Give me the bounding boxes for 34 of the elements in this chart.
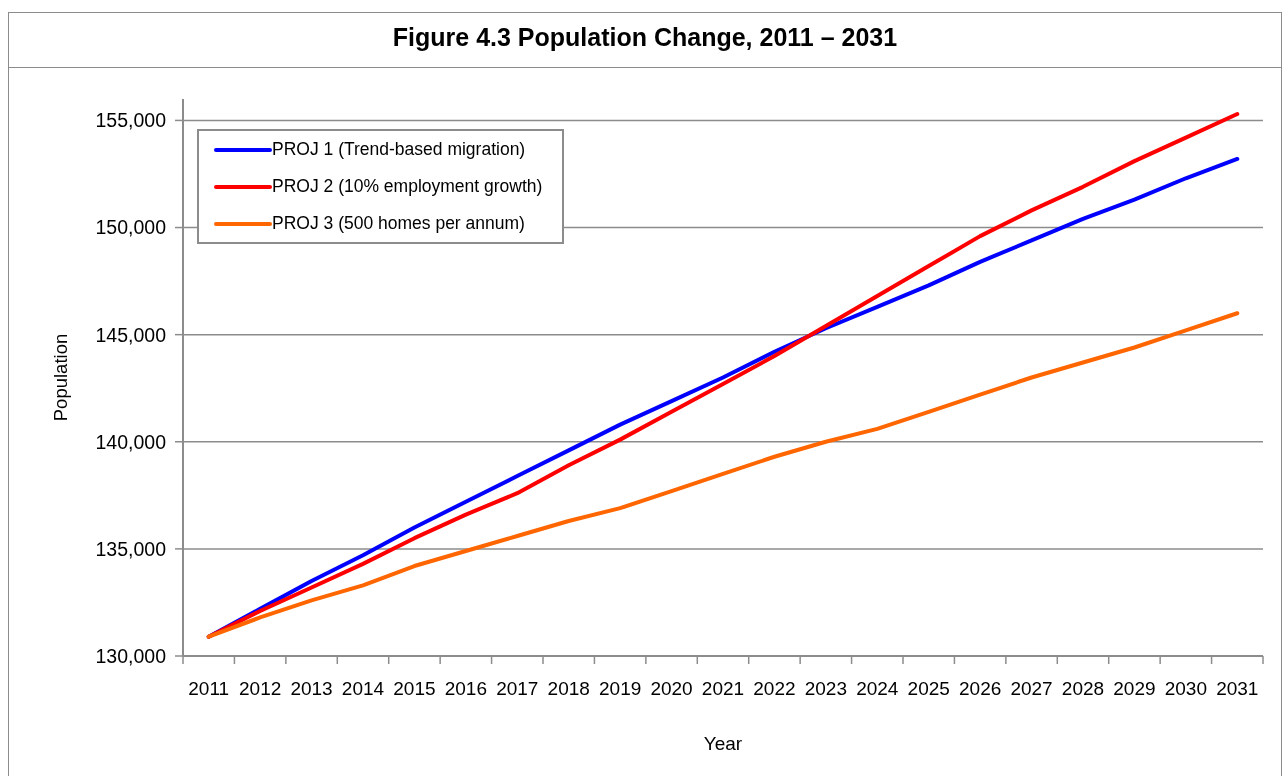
x-tick-label: 2019	[599, 678, 642, 700]
legend-label: PROJ 1 (Trend-based migration)	[272, 139, 526, 160]
y-tick-label: 155,000	[95, 109, 167, 132]
line-series	[206, 311, 1240, 639]
x-tick-label: 2028	[1061, 678, 1105, 700]
x-tick-label: 2017	[496, 678, 539, 700]
x-tick-label: 2026	[959, 678, 1002, 700]
x-tick-label: 2027	[1010, 678, 1053, 700]
x-tick-label: 2012	[239, 678, 282, 700]
x-tick-label: 2031	[1216, 678, 1259, 700]
x-tick-label: 2014	[341, 678, 385, 700]
x-tick-label: 2023	[804, 678, 847, 700]
legend-label: PROJ 3 (500 homes per annum)	[272, 213, 525, 234]
chart-title: Figure 4.3 Population Change, 2011 – 2031	[392, 22, 898, 52]
y-tick-label: 150,000	[95, 216, 167, 239]
x-tick-label: 2022	[753, 678, 796, 700]
x-tick-label: 2011	[188, 678, 230, 700]
x-tick-label: 2020	[650, 678, 693, 700]
y-tick-label: 145,000	[95, 323, 167, 346]
legend-label: PROJ 2 (10% employment growth)	[272, 176, 543, 197]
y-tick-label: 135,000	[95, 537, 167, 560]
y-tick-label: 130,000	[95, 644, 167, 667]
x-tick-label: 2030	[1164, 678, 1207, 700]
x-tick-label: 2021	[701, 678, 745, 700]
x-tick-label: 2029	[1113, 678, 1156, 700]
x-tick-label: 2013	[290, 678, 333, 700]
x-tick-label: 2018	[547, 678, 590, 700]
y-tick-label: 140,000	[95, 430, 167, 453]
x-axis-title: Year	[703, 733, 743, 754]
x-tick-label: 2015	[393, 678, 436, 700]
y-axis-title: Population	[49, 333, 71, 422]
x-tick-label: 2024	[856, 678, 899, 700]
x-tick-label: 2016	[444, 678, 487, 700]
x-tick-label: 2025	[907, 678, 950, 700]
